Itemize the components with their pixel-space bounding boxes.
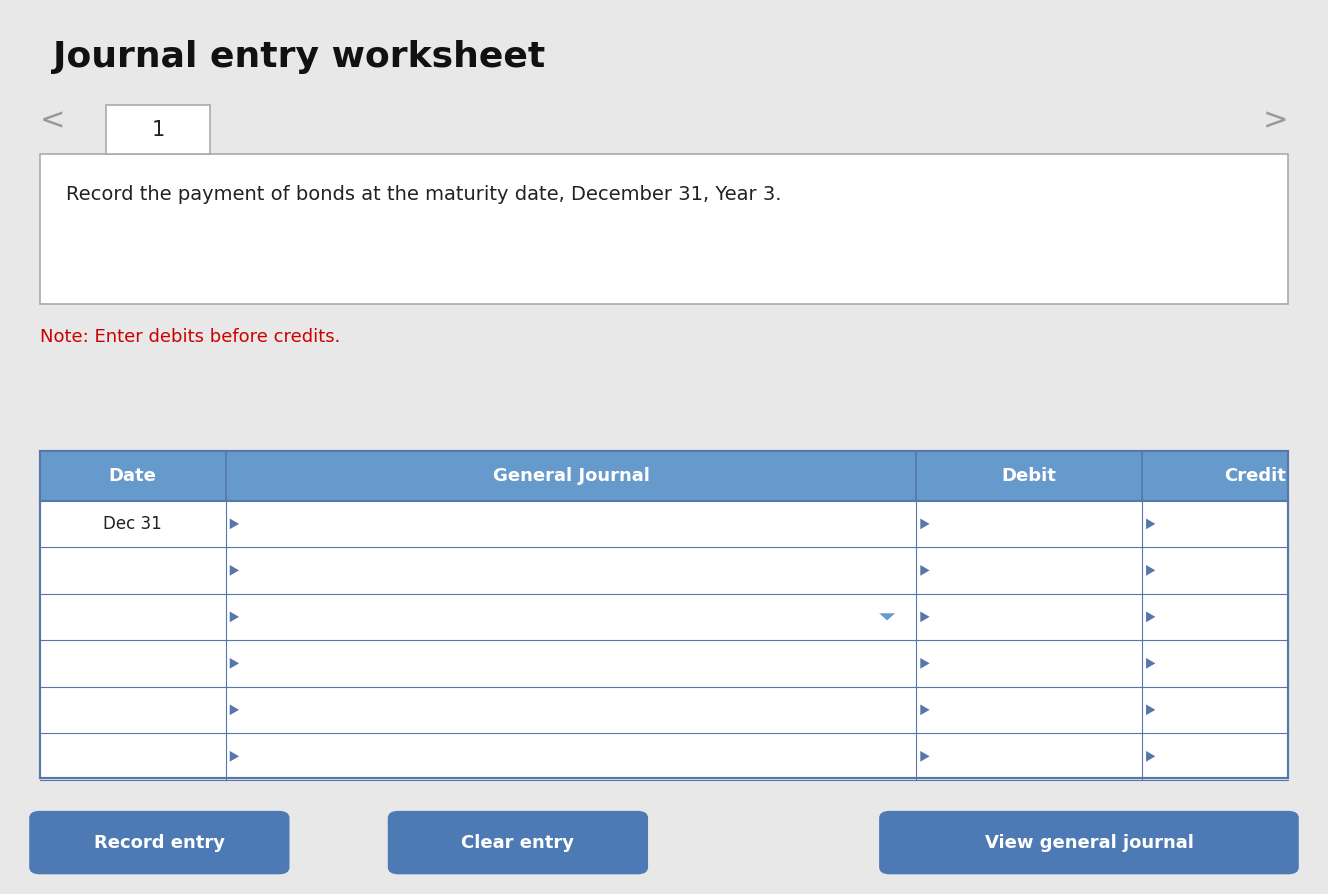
FancyBboxPatch shape bbox=[40, 154, 1288, 304]
Text: Date: Date bbox=[109, 467, 157, 485]
Polygon shape bbox=[1146, 704, 1155, 715]
Text: Note: Enter debits before credits.: Note: Enter debits before credits. bbox=[40, 328, 340, 346]
Polygon shape bbox=[920, 704, 930, 715]
Text: >: > bbox=[1263, 106, 1288, 135]
Polygon shape bbox=[1146, 565, 1155, 576]
Text: Record entry: Record entry bbox=[94, 833, 224, 852]
Polygon shape bbox=[1146, 751, 1155, 762]
Polygon shape bbox=[230, 565, 239, 576]
Polygon shape bbox=[230, 751, 239, 762]
Polygon shape bbox=[230, 519, 239, 529]
Text: Dec 31: Dec 31 bbox=[104, 515, 162, 533]
FancyBboxPatch shape bbox=[29, 811, 290, 874]
Text: Journal entry worksheet: Journal entry worksheet bbox=[53, 40, 546, 74]
FancyBboxPatch shape bbox=[879, 811, 1299, 874]
Polygon shape bbox=[920, 565, 930, 576]
Text: 1: 1 bbox=[151, 120, 165, 139]
Polygon shape bbox=[1146, 519, 1155, 529]
Polygon shape bbox=[230, 611, 239, 622]
FancyBboxPatch shape bbox=[388, 811, 648, 874]
Polygon shape bbox=[920, 611, 930, 622]
Text: Clear entry: Clear entry bbox=[461, 833, 575, 852]
Text: Debit: Debit bbox=[1001, 467, 1057, 485]
Text: View general journal: View general journal bbox=[984, 833, 1194, 852]
Polygon shape bbox=[1146, 611, 1155, 622]
Polygon shape bbox=[230, 658, 239, 669]
Text: <: < bbox=[40, 106, 65, 135]
FancyBboxPatch shape bbox=[40, 451, 1288, 501]
Polygon shape bbox=[879, 613, 895, 620]
Polygon shape bbox=[1146, 658, 1155, 669]
Text: General Journal: General Journal bbox=[493, 467, 649, 485]
Text: Credit: Credit bbox=[1224, 467, 1286, 485]
Polygon shape bbox=[920, 658, 930, 669]
Polygon shape bbox=[920, 519, 930, 529]
FancyBboxPatch shape bbox=[40, 451, 1288, 778]
FancyBboxPatch shape bbox=[106, 105, 210, 154]
Polygon shape bbox=[230, 704, 239, 715]
Text: Record the payment of bonds at the maturity date, December 31, Year 3.: Record the payment of bonds at the matur… bbox=[66, 185, 782, 204]
Polygon shape bbox=[920, 751, 930, 762]
